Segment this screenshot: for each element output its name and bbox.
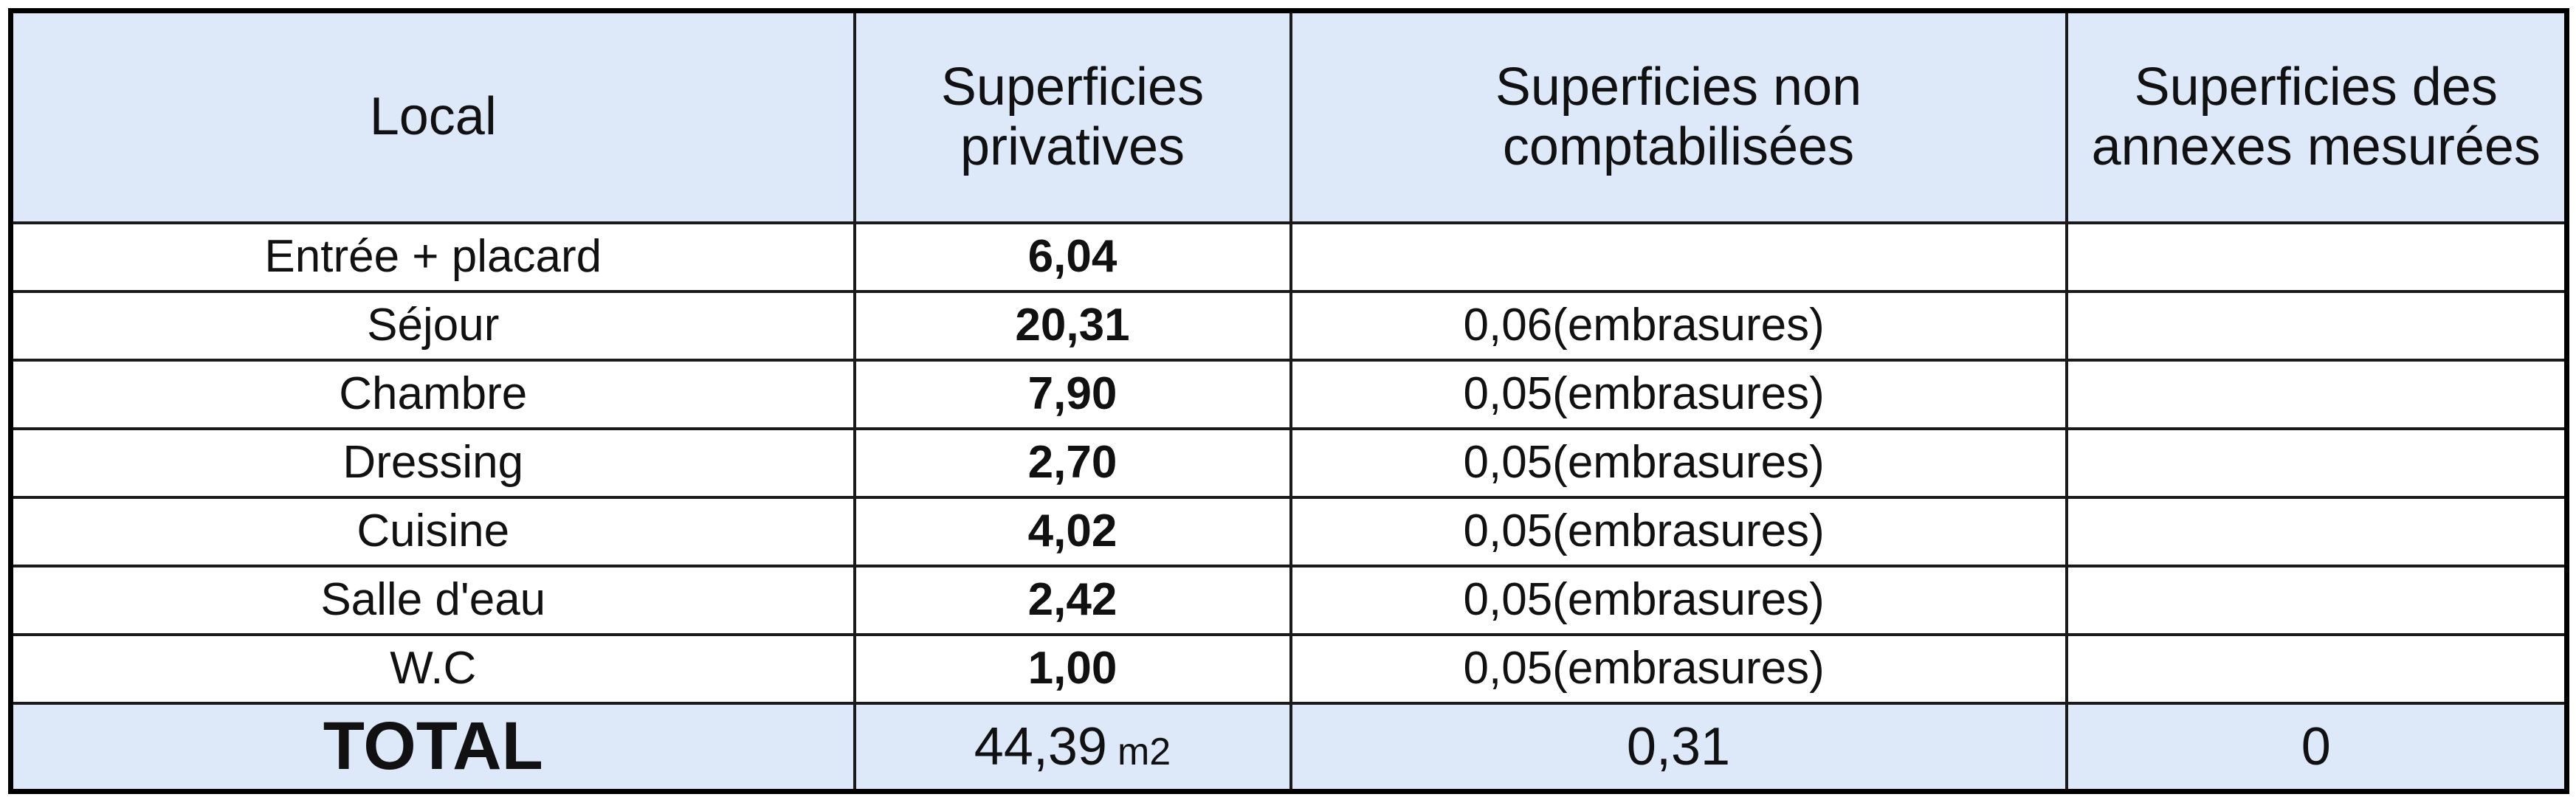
total-label: TOTAL xyxy=(9,701,856,793)
non-comptabilisee-cell: 0,05(embrasures) xyxy=(1289,564,2068,636)
annexes-cell xyxy=(2064,358,2569,430)
header-cell: Superficies privatives xyxy=(853,9,1292,224)
non-comptabilisee-cell: 0,05(embrasures) xyxy=(1289,427,2068,499)
table-row: Cuisine 4,02 0,05(embrasures) xyxy=(9,495,2569,567)
local-cell: Dressing xyxy=(9,427,856,499)
local-cell: Entrée + placard xyxy=(9,221,856,293)
annexes-cell xyxy=(2064,221,2569,293)
total-cell: 44,39 m2 xyxy=(853,701,1292,793)
non-comptabilisee-cell: 0,05(embrasures) xyxy=(1289,358,2068,430)
local-cell: Salle d'eau xyxy=(9,564,856,636)
annexes-cell xyxy=(2064,427,2569,499)
table-footer: TOTAL 44,39 m2 0,31 0 xyxy=(9,701,2569,793)
annexes-cell xyxy=(2064,632,2569,705)
annexes-cell xyxy=(2064,564,2569,636)
local-cell: Chambre xyxy=(9,358,856,430)
header-cell: Superficies des annexes mesurées xyxy=(2064,9,2569,224)
privative-cell: 20,31 xyxy=(853,289,1292,362)
non-comptabilisee-cell: 0,05(embrasures) xyxy=(1289,495,2068,567)
table-row: Salle d'eau 2,42 0,05(embrasures) xyxy=(9,564,2569,636)
local-cell: Cuisine xyxy=(9,495,856,567)
annexes-cell xyxy=(2064,289,2569,362)
surface-table: Local Superficies privatives Superficies… xyxy=(8,8,2569,794)
non-comptabilisee-cell xyxy=(1289,221,2068,293)
total-non-comptabilisee: 0,31 xyxy=(1289,701,2068,793)
header-row: Local Superficies privatives Superficies… xyxy=(9,9,2569,224)
total-annexes: 0 xyxy=(2064,701,2569,793)
non-comptabilisee-cell: 0,05(embrasures) xyxy=(1289,632,2068,705)
privative-cell: 4,02 xyxy=(853,495,1292,567)
privative-cell: 2,70 xyxy=(853,427,1292,499)
privative-cell: 6,04 xyxy=(853,221,1292,293)
table-header: Local Superficies privatives Superficies… xyxy=(9,9,2569,224)
annexes-cell xyxy=(2064,495,2569,567)
privative-cell: 2,42 xyxy=(853,564,1292,636)
local-cell: W.C xyxy=(9,632,856,705)
non-comptabilisee-cell: 0,06(embrasures) xyxy=(1289,289,2068,362)
local-cell: Séjour xyxy=(9,289,856,362)
header-cell: Superficies non comptabilisées xyxy=(1289,9,2068,224)
table-row: W.C 1,00 0,05(embrasures) xyxy=(9,632,2569,705)
header-cell: Local xyxy=(9,9,856,224)
table-row: Entrée + placard 6,04 xyxy=(9,221,2569,293)
total-privative: 44,39 xyxy=(974,717,1107,776)
privative-cell: 7,90 xyxy=(853,358,1292,430)
table-row: Chambre 7,90 0,05(embrasures) xyxy=(9,358,2569,430)
table-row: Séjour 20,31 0,06(embrasures) xyxy=(9,289,2569,362)
privative-cell: 1,00 xyxy=(853,632,1292,705)
total-row: TOTAL 44,39 m2 0,31 0 xyxy=(9,701,2569,793)
total-unit: m2 xyxy=(1117,730,1171,773)
table-row: Dressing 2,70 0,05(embrasures) xyxy=(9,427,2569,499)
table-body: Entrée + placard 6,04 Séjour 20,31 0,06(embr… xyxy=(9,221,2569,705)
